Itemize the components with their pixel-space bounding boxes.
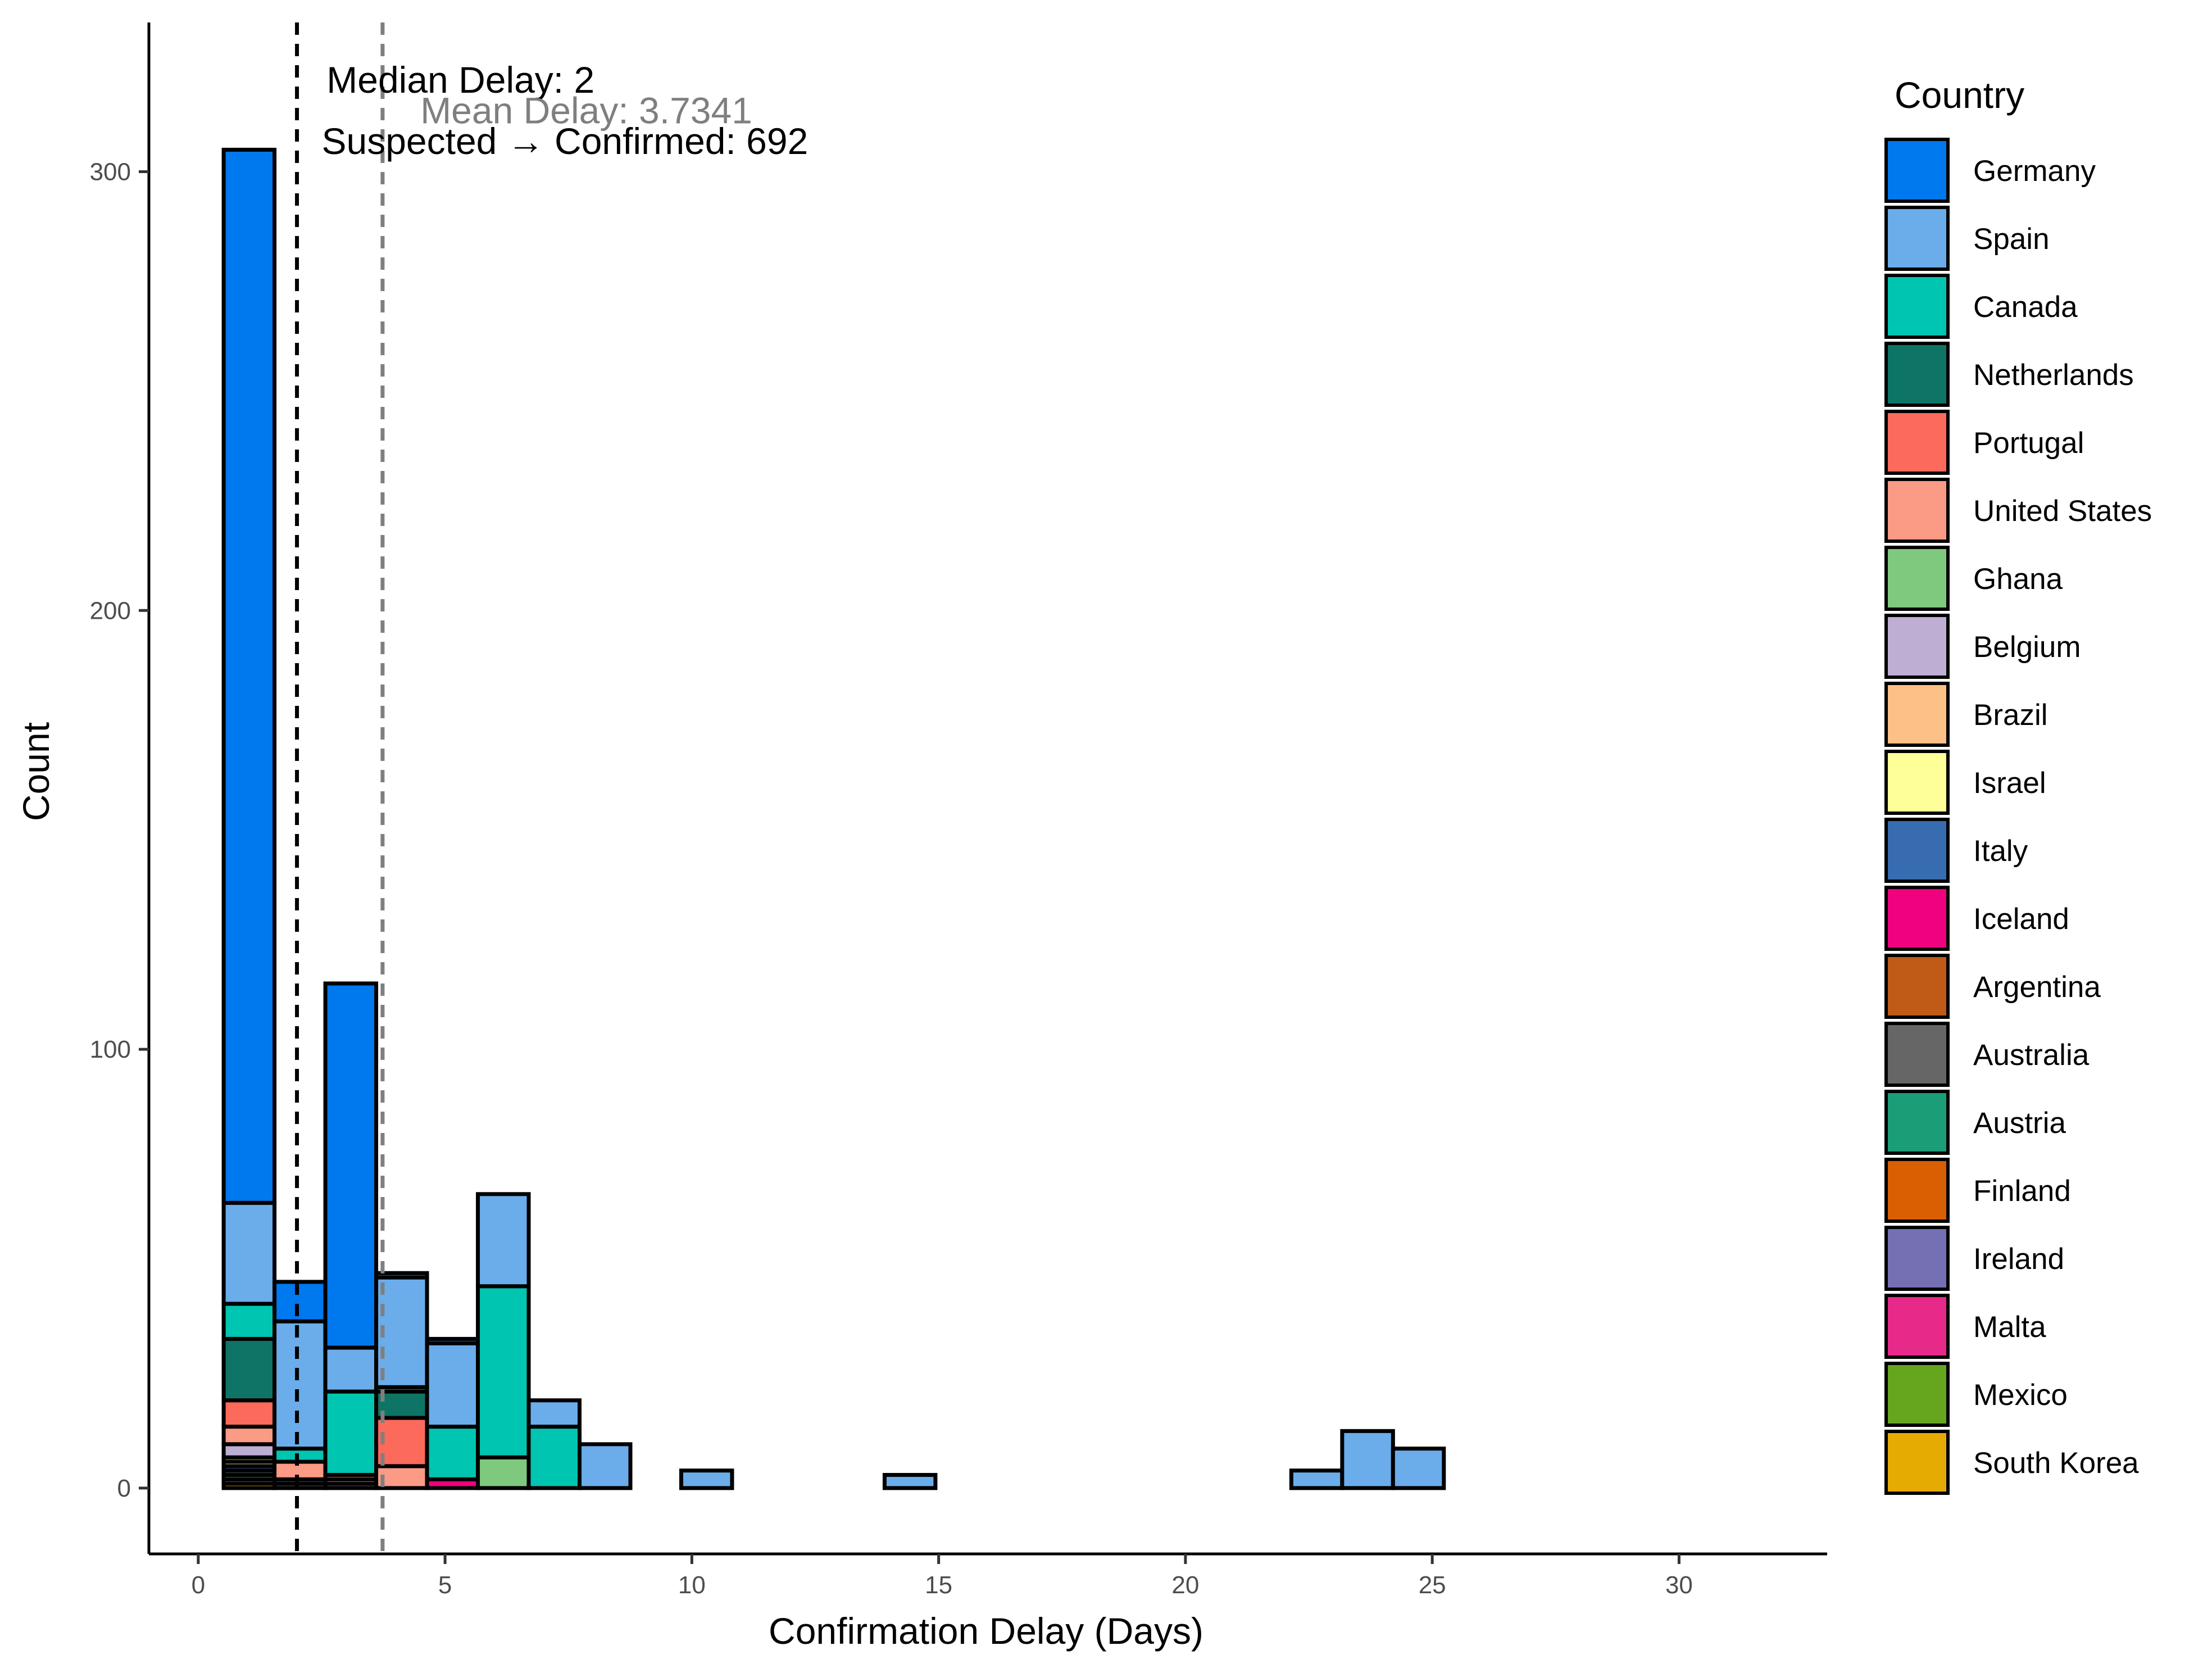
- legend-label-argentina: Argentina: [1973, 971, 2101, 1004]
- legend-label-ireland: Ireland: [1973, 1243, 2064, 1276]
- legend-key-canada: [1884, 274, 1950, 339]
- legend-key-brazil: [1884, 682, 1950, 747]
- legend-key-germany: [1884, 138, 1950, 203]
- y-axis-title: Count: [15, 722, 57, 821]
- legend-key-ireland: [1884, 1226, 1950, 1291]
- x-tick-label: 20: [1171, 1571, 1199, 1599]
- bar-spain-bin-24: [1391, 1447, 1446, 1490]
- legend-label-australia: Australia: [1973, 1039, 2090, 1072]
- bar-spain-bin-22: [1289, 1468, 1345, 1490]
- legend-label-iceland: Iceland: [1973, 903, 2069, 936]
- bars-layer: [221, 147, 1446, 1490]
- bar-spain-bin-1: [221, 1200, 277, 1306]
- bar-ghana-bin-6: [476, 1455, 531, 1490]
- bar-belgium-bin-1: [221, 1442, 277, 1459]
- y-tick-label: 200: [90, 597, 131, 624]
- bar-germany-bin-5: [425, 1336, 480, 1345]
- legend-title: Country: [1895, 74, 2024, 116]
- legend-label-south-korea: South Korea: [1973, 1447, 2139, 1480]
- bar-spain-bin-14: [882, 1472, 938, 1490]
- legend-key-spain: [1884, 206, 1950, 271]
- y-tick-label: 0: [117, 1475, 131, 1502]
- x-tick-label: 30: [1665, 1571, 1693, 1599]
- legend-key-ghana: [1884, 546, 1950, 611]
- x-tick-label: 5: [438, 1571, 452, 1599]
- bar-united-states-bin-4: [374, 1464, 429, 1490]
- legend-key-mexico: [1884, 1362, 1950, 1427]
- legend-label-finland: Finland: [1973, 1175, 2071, 1208]
- median-delay-annotation: Median Delay: 2: [326, 59, 594, 101]
- legend-key-australia: [1884, 1022, 1950, 1087]
- bar-united-states-bin-1: [221, 1425, 277, 1447]
- bar-germany-bin-1: [221, 147, 277, 1205]
- legend-label-mexico: Mexico: [1973, 1379, 2068, 1412]
- x-axis-title: Confirmation Delay (Days): [769, 1610, 1203, 1652]
- bar-canada-bin-2: [272, 1447, 328, 1464]
- legend-label-brazil: Brazil: [1973, 699, 2048, 732]
- legend-label-portugal: Portugal: [1973, 427, 2084, 460]
- legend-key-belgium: [1884, 614, 1950, 679]
- legend-key-finland: [1884, 1158, 1950, 1223]
- legend-label-belgium: Belgium: [1973, 631, 2081, 664]
- legend-key-south-korea: [1884, 1430, 1950, 1495]
- bar-spain-bin-5: [425, 1341, 480, 1429]
- legend-label-ghana: Ghana: [1973, 563, 2063, 596]
- legend-label-spain: Spain: [1973, 223, 2050, 256]
- legend-key-iceland: [1884, 886, 1950, 951]
- legend-label-italy: Italy: [1973, 835, 2028, 868]
- legend-key-portugal: [1884, 410, 1950, 475]
- bar-canada-bin-5: [425, 1425, 480, 1481]
- bar-canada-bin-6: [476, 1284, 531, 1459]
- legend-label-israel: Israel: [1973, 767, 2046, 800]
- bar-spain-bin-8: [578, 1442, 633, 1490]
- bar-germany-bin-3: [323, 981, 379, 1350]
- bar-netherlands-bin-1: [221, 1336, 277, 1403]
- bar-spain-bin-6: [476, 1192, 531, 1289]
- total-count-annotation: Suspected → Confirmed: 692: [321, 120, 808, 162]
- legend: Country Germany Spain Canada Netherlands Por…: [1884, 74, 2152, 1495]
- bar-portugal-bin-1: [221, 1398, 277, 1429]
- bar-spain-bin-4: [374, 1275, 429, 1389]
- bar-spain-bin-2: [272, 1319, 328, 1451]
- x-tick-label: 10: [678, 1571, 706, 1599]
- legend-key-netherlands: [1884, 342, 1950, 407]
- legend-label-malta: Malta: [1973, 1311, 2046, 1344]
- y-tick-label: 100: [90, 1036, 131, 1063]
- bar-canada-bin-7: [526, 1425, 582, 1490]
- bar-spain-bin-3: [323, 1345, 379, 1394]
- bar-canada-bin-1: [221, 1302, 277, 1341]
- x-tick-label: 0: [192, 1571, 205, 1599]
- bar-spain-bin-23: [1340, 1429, 1395, 1490]
- bar-spain-bin-7: [526, 1398, 582, 1429]
- legend-key-israel: [1884, 750, 1950, 815]
- y-tick-label: 300: [90, 158, 131, 185]
- bar-spain-bin-10: [679, 1468, 734, 1490]
- bar-germany-bin-4: [374, 1271, 429, 1280]
- bar-canada-bin-3: [323, 1389, 379, 1477]
- x-tick-label: 15: [925, 1571, 952, 1599]
- legend-label-germany: Germany: [1973, 155, 2096, 188]
- legend-key-malta: [1884, 1294, 1950, 1359]
- mean-delay-annotation: Mean Delay: 3.7341: [420, 90, 752, 132]
- legend-label-austria: Austria: [1973, 1107, 2066, 1140]
- legend-key-italy: [1884, 818, 1950, 883]
- axes-layer: 0 100 200 300 0 5 10 15 20 25 30: [90, 22, 1827, 1599]
- bar-germany-bin-2: [272, 1280, 328, 1323]
- legend-key-austria: [1884, 1090, 1950, 1155]
- legend-key-united-states: [1884, 478, 1950, 543]
- legend-label-united-states: United States: [1973, 495, 2152, 528]
- legend-key-argentina: [1884, 954, 1950, 1019]
- x-tick-label: 25: [1419, 1571, 1446, 1599]
- bar-united-states-bin-2: [272, 1459, 328, 1481]
- legend-label-netherlands: Netherlands: [1973, 359, 2134, 392]
- legend-label-canada: Canada: [1973, 291, 2078, 324]
